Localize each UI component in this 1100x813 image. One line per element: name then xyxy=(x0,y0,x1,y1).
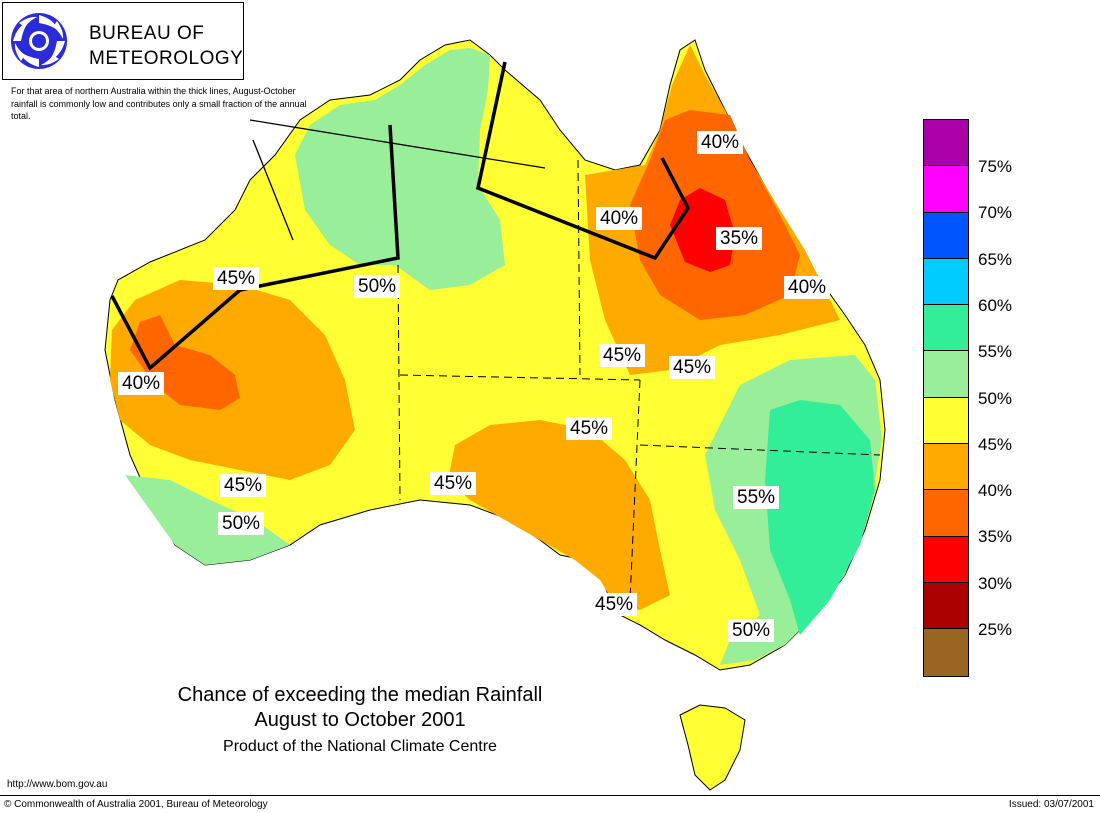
legend-label: 40% xyxy=(978,481,1013,501)
map-label: 40% xyxy=(118,372,165,395)
border-wa xyxy=(397,264,401,501)
map-label: 45% xyxy=(591,593,638,616)
tasmania xyxy=(679,704,746,791)
bom-logo: BUREAU OF METEOROLOGY xyxy=(2,2,244,80)
map-label: 45% xyxy=(213,267,260,290)
org-name-line1: BUREAU OF xyxy=(89,23,205,44)
zone-40-south xyxy=(448,420,670,610)
footer-divider xyxy=(0,795,1100,796)
legend-label: 75% xyxy=(978,157,1013,176)
map-label: 45% xyxy=(669,356,716,379)
map-title: Chance of exceeding the median Rainfall xyxy=(177,684,543,706)
map-label: 55% xyxy=(733,486,780,509)
legend-label: 70% xyxy=(978,203,1013,223)
legend-swatch xyxy=(924,305,968,352)
map-label: 40% xyxy=(596,207,643,230)
org-name-line2: METEOROLOGY xyxy=(89,48,244,69)
map-label: 40% xyxy=(697,131,744,154)
map-credit: Product of the National Climate Centre xyxy=(223,738,497,755)
border-nt-qld xyxy=(577,159,581,376)
legend-label: 35% xyxy=(978,527,1013,547)
legend-label: 50% xyxy=(978,388,1013,408)
legend-swatch xyxy=(924,397,968,445)
map-label: 45% xyxy=(599,344,646,367)
zone-50-north xyxy=(295,48,505,290)
legend-swatch xyxy=(924,258,968,306)
map-note: For that area of northern Australia with… xyxy=(11,86,307,121)
legend-label: 55% xyxy=(978,342,1013,362)
legend-swatch xyxy=(924,444,968,491)
map-label: 50% xyxy=(728,619,775,642)
issued-date: Issued: 03/07/2001 xyxy=(1008,799,1094,810)
map-label: 45% xyxy=(566,417,613,440)
website-link[interactable]: http://www.bom.gov.au xyxy=(7,779,108,790)
legend-label: 60% xyxy=(978,295,1013,315)
map-label: 40% xyxy=(784,276,831,299)
exclusion-line-east xyxy=(475,61,691,261)
legend-label: 45% xyxy=(978,434,1013,454)
copyright-text: © Commonwealth of Australia 2001, Bureau… xyxy=(4,799,268,810)
pointer-line-1 xyxy=(249,119,546,169)
map-label: 45% xyxy=(430,472,477,495)
zone-50-southwest xyxy=(125,475,290,565)
legend-swatch xyxy=(924,582,968,630)
legend-swatch xyxy=(924,351,968,398)
map-subtitle: August to October 2001 xyxy=(254,709,466,731)
color-legend xyxy=(923,119,969,677)
legend-swatch xyxy=(924,120,968,167)
legend-label: 65% xyxy=(978,249,1013,269)
legend-swatch xyxy=(924,490,968,537)
legend-label: 30% xyxy=(978,573,1013,593)
zone-55-east xyxy=(765,400,875,635)
map-label: 35% xyxy=(716,227,763,250)
border-sa-east xyxy=(629,379,641,601)
legend-swatch xyxy=(924,212,968,259)
legend-swatch xyxy=(924,629,968,676)
legend-swatch xyxy=(924,536,968,583)
map-label: 50% xyxy=(354,275,401,298)
bom-swirl-icon xyxy=(11,13,67,69)
legend-swatch xyxy=(924,166,968,213)
pointer-line-2 xyxy=(252,139,294,241)
map-label: 45% xyxy=(220,474,267,497)
border-qld-nsw xyxy=(639,444,881,456)
border-nt-sa xyxy=(399,374,641,381)
exclusion-line-west xyxy=(110,124,400,371)
legend-label: 25% xyxy=(978,620,1013,639)
map-label: 50% xyxy=(218,512,265,535)
